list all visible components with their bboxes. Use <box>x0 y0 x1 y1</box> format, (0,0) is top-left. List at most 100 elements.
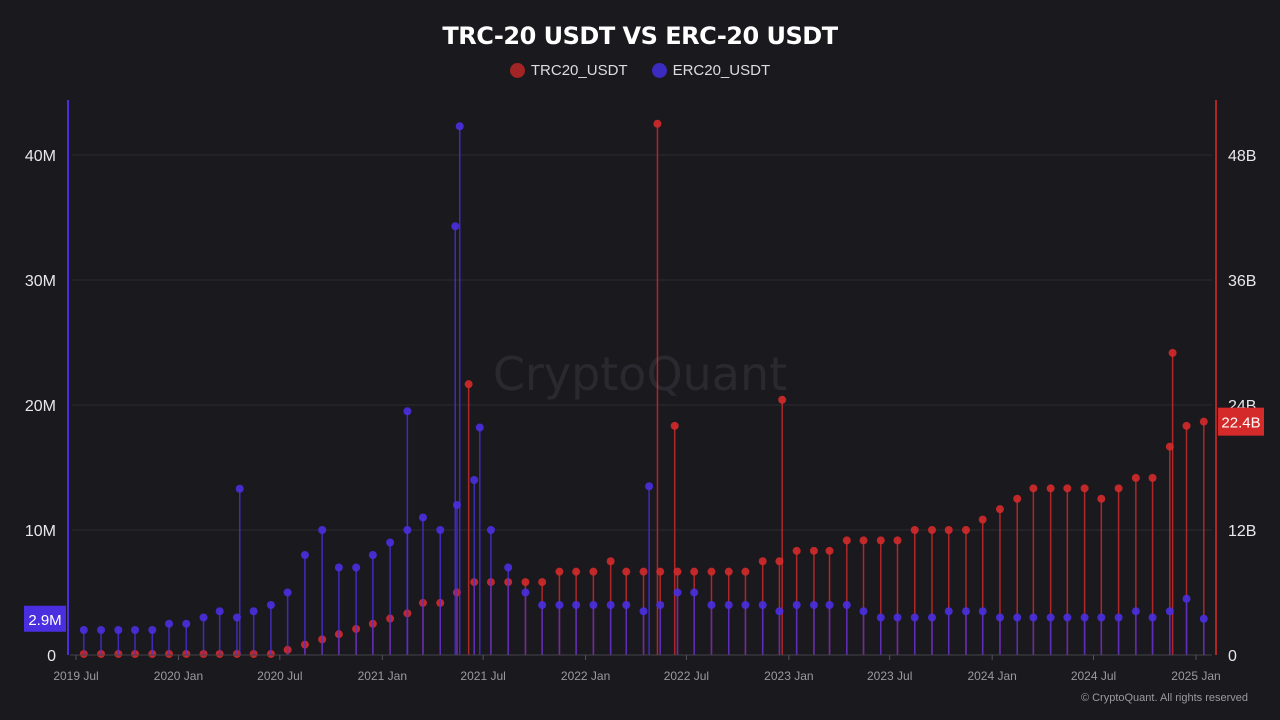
erc20-latest-badge <box>24 605 66 632</box>
trc20-point <box>572 567 581 576</box>
trc20-point <box>690 567 699 576</box>
erc20-point <box>451 222 460 231</box>
trc20-point <box>1097 494 1106 503</box>
erc20-point <box>1046 613 1055 622</box>
trc20-latest-badge <box>1218 407 1264 436</box>
trc20-latest-label: 22.4B <box>1221 415 1260 432</box>
x-tick-label: 2025 Jan <box>1171 669 1220 683</box>
trc20-point <box>521 578 530 587</box>
left-tick-label: 20M <box>25 398 56 415</box>
erc20-point <box>1165 607 1174 616</box>
erc20-point <box>318 526 327 534</box>
x-tick-label: 2022 Jul <box>664 669 709 683</box>
trc20-point <box>961 526 970 534</box>
erc20-point <box>859 607 868 616</box>
trc20-point <box>1114 484 1123 493</box>
trc20-point <box>1168 348 1177 357</box>
right-tick-label: 12B <box>1228 523 1256 540</box>
erc20-point <box>283 588 292 597</box>
trc20-point <box>893 536 902 545</box>
trc20-point <box>859 536 868 545</box>
erc20-point <box>436 526 445 534</box>
left-tick-label: 40M <box>25 148 56 165</box>
trc20-point <box>1080 484 1089 493</box>
erc20-point <box>910 613 919 622</box>
erc20-point <box>589 601 598 609</box>
erc20-point <box>775 607 784 616</box>
erc20-point <box>1029 613 1038 622</box>
erc20-point <box>928 613 937 622</box>
copyright: © CryptoQuant. All rights reserved <box>1080 692 1248 704</box>
trc20-point <box>656 567 665 576</box>
trc20-point <box>555 567 564 576</box>
erc20-point <box>809 601 818 609</box>
x-tick-label: 2020 Jul <box>257 669 302 683</box>
erc20-point <box>334 563 343 572</box>
erc20-point <box>79 626 88 634</box>
chart-title: TRC-20 USDT VS ERC-20 USDT <box>442 22 838 50</box>
left-tick-label: 10M <box>25 523 56 540</box>
erc20-point <box>148 626 157 634</box>
legend-label-trc20: TRC20_USDT <box>530 62 628 79</box>
erc20-point <box>1063 613 1072 622</box>
erc20-point <box>639 607 648 616</box>
trc20-point <box>928 526 937 534</box>
trc20-point <box>1046 484 1055 493</box>
erc20-point <box>114 626 123 634</box>
trc20-point <box>809 546 818 555</box>
trc20-point <box>724 567 733 576</box>
erc20-point <box>707 601 716 609</box>
x-tick-label: 2020 Jan <box>154 669 203 683</box>
trc20-point <box>1063 484 1072 493</box>
erc20-point <box>1114 613 1123 622</box>
legend-swatch-erc20 <box>651 63 667 78</box>
x-tick-label: 2023 Jan <box>764 669 813 683</box>
erc20-point <box>199 613 208 622</box>
legend-item-erc20[interactable]: ERC20_USDT <box>651 62 770 79</box>
x-tick-label: 2019 Jul <box>53 669 98 683</box>
trc20-point <box>639 567 648 576</box>
erc20-point <box>504 563 513 572</box>
erc20-point <box>555 601 564 609</box>
trc20-point <box>876 536 885 545</box>
trc20-point <box>842 536 851 545</box>
erc20-point <box>876 613 885 622</box>
erc20-point <box>572 601 581 609</box>
trc20-point <box>589 567 598 576</box>
x-tick-label: 2021 Jul <box>460 669 505 683</box>
erc20-point <box>486 526 495 534</box>
legend-item-trc20[interactable]: TRC20_USDT <box>509 62 628 79</box>
erc20-point <box>266 601 275 609</box>
trc20-point <box>825 546 834 555</box>
trc20-point <box>653 119 662 128</box>
erc20-point <box>944 607 953 616</box>
erc20-point <box>622 601 631 609</box>
erc20-point <box>690 588 699 597</box>
trc20-point <box>741 567 750 576</box>
erc20-point <box>1097 613 1106 622</box>
erc20-point <box>1080 613 1089 622</box>
trc20-point <box>707 567 716 576</box>
erc20-point <box>215 607 224 616</box>
erc20-point <box>758 601 767 609</box>
trc20-point <box>978 515 987 524</box>
erc20-point <box>182 619 191 628</box>
erc20-point <box>97 626 106 634</box>
trc20-point <box>1199 417 1208 426</box>
erc20-point <box>1148 613 1157 622</box>
erc20-point <box>656 601 665 609</box>
x-tick-label: 2024 Jul <box>1071 669 1116 683</box>
erc20-point <box>475 423 484 432</box>
erc20-point <box>470 476 479 484</box>
trc20-point <box>538 578 547 587</box>
trc20-point <box>944 526 953 534</box>
right-tick-label: 48B <box>1228 148 1256 165</box>
erc20-point <box>386 538 395 547</box>
erc20-point <box>235 484 244 493</box>
trc20-point <box>775 557 784 566</box>
trc20-point <box>673 567 682 576</box>
right-tick-label: 36B <box>1228 273 1256 290</box>
trc20-point <box>758 557 767 566</box>
erc20-point <box>1013 613 1022 622</box>
erc20-point <box>232 613 241 622</box>
